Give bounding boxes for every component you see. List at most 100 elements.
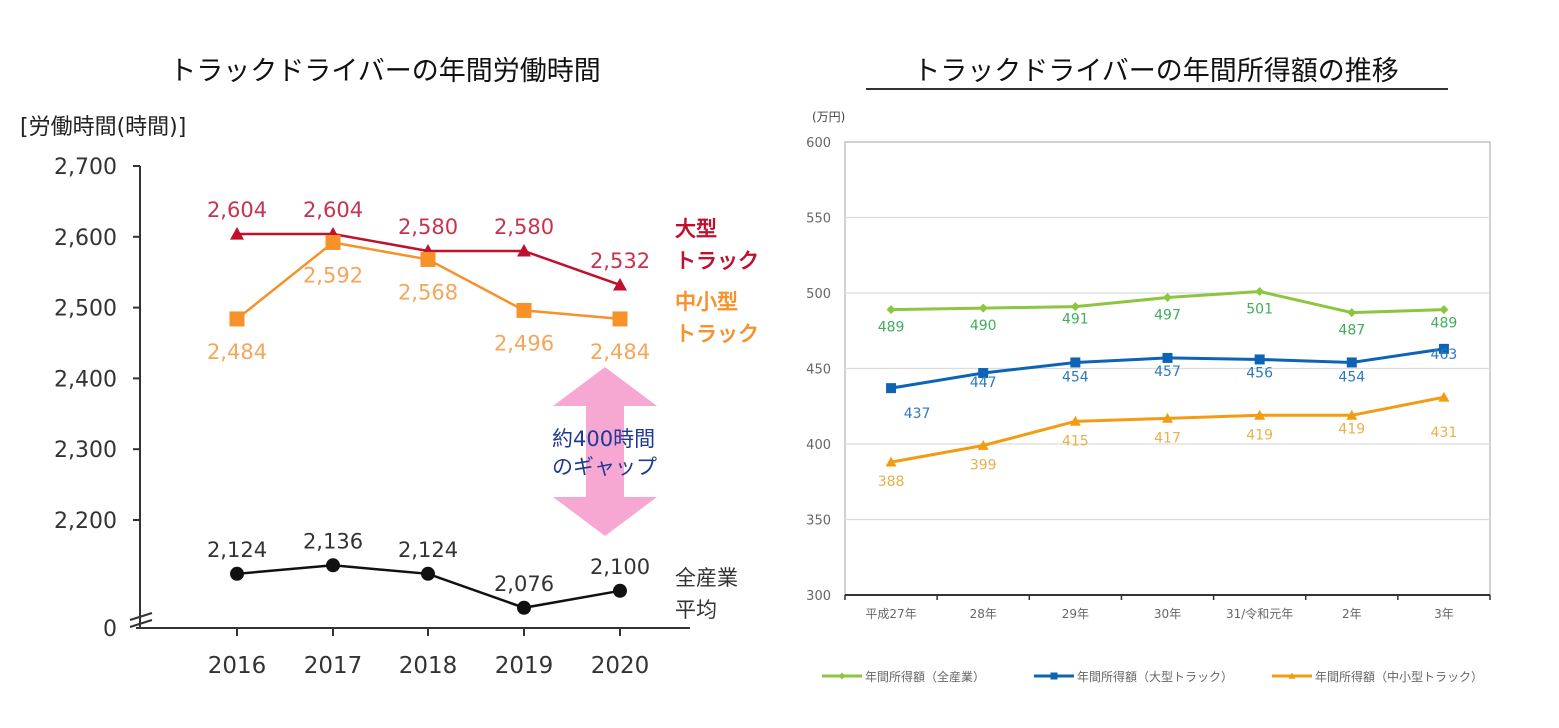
data-label: 415 [1062,433,1089,449]
legend-marker [1050,672,1058,680]
data-point [1255,286,1265,296]
series-name-label: 全産業 [675,566,738,590]
y-tick-label: 550 [806,212,831,227]
data-point [977,440,989,450]
y-tick-label: 2,200 [54,509,117,534]
data-label: 419 [1246,427,1273,443]
data-point [517,243,531,257]
x-tick-label: 3年 [1434,607,1454,621]
data-label: 419 [1338,421,1365,437]
data-point [1070,357,1081,368]
data-point [230,566,244,581]
data-label: 399 [970,458,997,474]
data-point [1163,293,1172,303]
y-tick-label: 2,500 [54,297,117,322]
data-label: 489 [1431,316,1458,332]
data-point [885,456,897,467]
data-point [613,583,627,598]
x-tick-labels: 平成27年 28年 29年 30年 31/令和元年 2年 3年 [865,606,1453,621]
data-label: 457 [1154,364,1181,380]
annotation-text: 約400時間 [552,427,655,451]
double-arrow-icon [553,367,657,536]
y-tick-label: 400 [806,438,831,453]
data-label: 2,124 [207,538,267,562]
y-tick-label: 2,700 [54,155,117,180]
series-group: 489 490 491 497 501 487 489 437 447 454 457 456 454 4… [878,286,1458,490]
series-name-label: トラック [675,249,759,273]
y-tick-label: 350 [806,514,831,529]
data-label: 497 [1154,308,1181,324]
legend-marker [838,672,846,680]
data-point [229,311,245,327]
legend-item[interactable]: 年間所得額（全産業） [865,669,985,684]
axes [129,165,690,636]
data-point [516,302,532,318]
data-point [886,305,896,315]
series-line [890,347,1445,390]
data-point [978,368,989,379]
data-label: 489 [878,320,905,336]
data-point [1346,357,1357,368]
data-point [1162,412,1173,423]
y-tick-labels: 300 350 400 450 500 550 600 [806,136,831,604]
chart-title: トラックドライバーの年間所得額の推移 [913,56,1398,87]
data-point [612,311,628,327]
data-label: 2,592 [303,263,363,287]
data-point [421,566,435,581]
data-point [325,234,341,250]
y-tick-labels: 0 2,200 2,300 2,400 2,500 2,600 2,700 [54,155,117,642]
x-tick-label: 2年 [1342,607,1362,621]
data-point [517,600,531,615]
data-label: 487 [1338,323,1365,339]
y-tick-label: 600 [806,136,831,151]
y-tick-label: 500 [806,287,831,302]
y-axis-label: [労働時間(時間)] [20,115,186,140]
annotation-text: のギャップ [552,455,657,479]
series-group: 2,604 2,604 2,580 2,580 2,532 2,484 2,592 2,568… [207,198,650,615]
data-label: 431 [1431,425,1458,441]
series-name-label: 中小型 [675,290,738,314]
series-line [890,395,1445,464]
data-label: 2,076 [494,572,554,596]
data-label: 463 [1431,347,1458,363]
data-point [1254,409,1266,420]
legend[interactable]: 年間所得額（全産業） 年間所得額（大型トラック） 年間所得額（中小型トラック） [822,669,1483,684]
data-point [420,251,436,267]
chart-title: トラックドライバーの年間労働時間 [169,56,600,87]
data-label: 417 [1154,430,1181,446]
data-label: 2,484 [590,340,650,364]
data-label: 2,532 [590,249,650,273]
x-tick-label: 2016 [208,653,267,679]
x-tick-labels: 2016 2017 2018 2019 2020 [208,653,650,679]
data-point [978,303,988,313]
series-name-label: 平均 [675,598,717,622]
legend-item[interactable]: 年間所得額（中小型トラック） [1315,669,1483,684]
legend-item[interactable]: 年間所得額（大型トラック） [1077,669,1233,684]
y-tick-label: 2,600 [54,226,117,251]
data-label: 2,136 [303,529,363,553]
x-tick-label: 31/令和元年 [1226,606,1293,621]
series-name-label: トラック [675,322,759,346]
data-label: 2,568 [398,280,458,304]
data-label: 2,496 [494,331,554,355]
data-point [1070,302,1080,312]
series-line [891,289,1444,315]
data-label: 388 [878,474,905,490]
data-point [1438,391,1450,402]
axis-break-mark [129,619,153,628]
y-tick-label: 300 [806,589,831,604]
data-point [886,383,897,394]
data-label: 454 [1338,369,1365,385]
x-tick-label: 平成27年 [865,607,916,621]
x-tick-label: 2018 [399,653,458,679]
data-label: 2,604 [303,198,363,222]
data-point [326,558,340,573]
data-point [230,226,244,240]
data-label: 491 [1062,312,1089,328]
x-tick-label: 2017 [304,653,363,679]
data-label: 456 [1246,365,1273,381]
data-point [1254,354,1265,365]
x-tick-label: 2020 [591,653,650,679]
